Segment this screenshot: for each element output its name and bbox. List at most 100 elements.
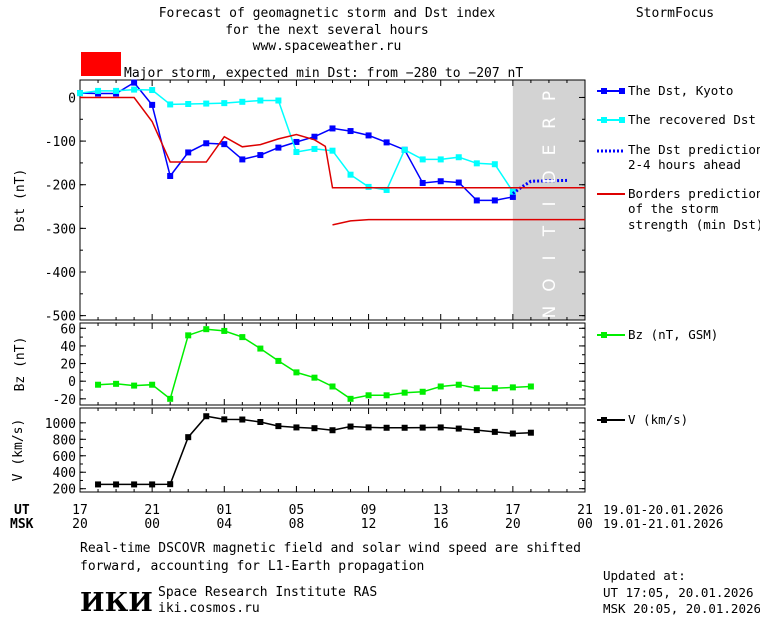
bz-series-point-0 (527, 383, 534, 390)
v-series-point-0 (257, 419, 264, 425)
bz-series-point-0 (257, 345, 264, 352)
v-series-point-0 (383, 424, 390, 431)
dst-series-point-1 (221, 100, 228, 107)
v-y-tick-label: 200 (53, 483, 76, 498)
bz-series-point-0 (95, 381, 102, 388)
dst-series-point-0 (257, 152, 264, 159)
bz-y-axis-label: Bz (nT) (13, 337, 28, 392)
bz-series-point-0 (167, 395, 174, 402)
updated-label: Updated at: (603, 568, 686, 583)
v-series-point-0 (113, 481, 120, 488)
dst-series-point-1 (383, 186, 390, 193)
dst-y-tick-label: -200 (45, 179, 76, 194)
dst-series-point-0 (329, 125, 336, 132)
v-series-point-0 (437, 424, 444, 431)
v-panel-frame (79, 407, 586, 493)
v-series-point-0 (419, 424, 426, 431)
ut-tick-label: 09 (361, 503, 377, 518)
v-series-point-0 (455, 425, 462, 432)
dst-series-point-1 (131, 86, 138, 93)
v-series-point-0 (275, 423, 282, 430)
msk-tick-label: 00 (144, 517, 160, 532)
bz-panel-frame (79, 322, 586, 406)
msk-tick-label: 04 (216, 517, 232, 532)
msk-tick-label: 20 (505, 517, 521, 532)
legend-item-dst-prediction: The Dst prediction 2-4 hours ahead (597, 142, 760, 172)
v-series-point-0 (185, 434, 192, 441)
dst-series-point-1 (365, 183, 372, 190)
ut-tick-label: 17 (505, 503, 521, 518)
footer-note-line1: Real-time DSCOVR magnetic field and sola… (80, 541, 581, 556)
dst-series-point-1 (293, 149, 300, 155)
v-series-point-0 (329, 427, 336, 434)
dst-y-tick-label: -100 (45, 135, 76, 150)
dst-series-point-0 (275, 144, 282, 151)
dst-series-point-1 (473, 160, 480, 167)
ut-tick-label: 13 (433, 503, 449, 518)
dst-series-point-1 (167, 101, 174, 108)
v-series-point-0 (293, 424, 300, 431)
updated-msk: MSK 20:05, 20.01.2026 (603, 601, 760, 616)
storm-status-text: Major storm, expected min Dst: from −280… (124, 66, 523, 81)
v-series-point-0 (131, 481, 138, 488)
legend-item-bz: Bz (nT, GSM) (597, 327, 718, 342)
dst-series-line-3 (80, 96, 585, 189)
legend: The Dst, Kyoto The recovered Dst The Dst… (597, 83, 760, 427)
dst-series-point-0 (185, 149, 192, 156)
dst-series-point-0 (419, 179, 426, 186)
v-y-tick-label: 600 (53, 450, 76, 465)
legend-label-dst-kyoto: The Dst, Kyoto (628, 83, 733, 98)
v-y-tick-label: 1000 (45, 417, 76, 432)
bz-series-point-0 (239, 334, 246, 341)
prediction-letter: T (540, 225, 560, 237)
legend-item-v: V (km/s) (597, 412, 688, 427)
ut-tick-label: 21 (577, 503, 593, 518)
dst-y-tick-label: -300 (45, 222, 76, 237)
bz-series-point-0 (293, 369, 300, 376)
dst-series-point-1 (419, 156, 426, 163)
dst-series-point-0 (437, 178, 444, 185)
legend-label-v: V (km/s) (628, 412, 688, 427)
v-series-point-0 (149, 481, 156, 488)
ut-tick-label: 01 (216, 503, 232, 518)
dst-series-point-0 (383, 139, 390, 146)
bz-series-point-0 (347, 395, 354, 402)
dst-series-point-0 (239, 156, 246, 163)
prediction-letter: D (540, 170, 560, 183)
dst-series-point-0 (221, 141, 228, 148)
prediction-letter: E (540, 145, 560, 156)
dst-series-point-0 (365, 132, 372, 139)
bz-series-point-0 (221, 327, 228, 334)
dst-y-axis-label: Dst (nT) (13, 169, 28, 232)
bz-series-line-0 (97, 328, 531, 401)
dst-panel-frame (79, 79, 586, 321)
footer-note-line2: forward, accounting for L1-Earth propaga… (80, 559, 424, 574)
msk-tick-label: 00 (577, 517, 593, 532)
v-series-point-0 (365, 424, 372, 431)
bz-y-tick-label: -20 (53, 393, 76, 408)
dst-series-point-1 (239, 98, 246, 105)
dst-y-tick-label: 0 (68, 91, 76, 106)
institute-name: Space Research Institute RAS (158, 585, 377, 600)
ut-tick-label: 17 (72, 503, 88, 518)
legend-label-dst-prediction-1: The Dst prediction (628, 142, 760, 157)
v-series-point-0 (239, 416, 246, 423)
dst-series-point-0 (311, 133, 318, 140)
msk-tick-label: 20 (72, 517, 88, 532)
legend-item-dst-kyoto: The Dst, Kyoto (597, 83, 733, 98)
bz-series-point-0 (185, 332, 192, 339)
bz-series-point-0 (419, 388, 426, 395)
v-series-point-0 (491, 428, 498, 435)
legend-label-recovered-dst: The recovered Dst (628, 112, 756, 127)
chart-title-line3: www.spaceweather.ru (253, 39, 402, 54)
dst-series-point-0 (473, 197, 480, 204)
bz-series-point-0 (311, 374, 318, 381)
bz-series-point-0 (473, 385, 480, 392)
dst-series-point-0 (131, 79, 138, 86)
bz-series-point-0 (275, 357, 282, 364)
bz-series-point-0 (401, 389, 408, 396)
bz-series-point-0 (131, 382, 138, 389)
bz-series-point-0 (437, 383, 444, 390)
prediction-region-label: P R E D I T I O N (540, 91, 560, 318)
